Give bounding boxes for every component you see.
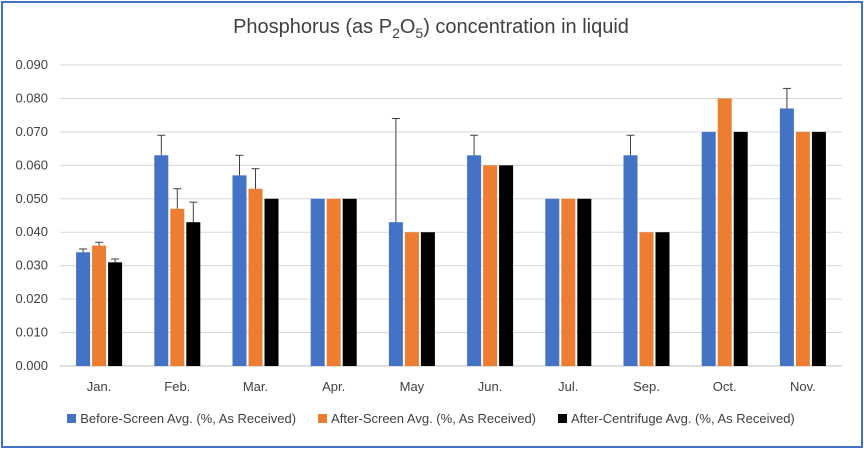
bar [623,155,638,366]
y-tick-label: 0.090 [15,57,48,72]
bar [108,262,123,366]
bar [388,222,403,366]
bar [186,222,201,366]
bar [404,232,419,366]
legend-swatch-after-screen [318,414,328,423]
bar [326,198,341,366]
y-tick-label: 0.000 [15,358,48,373]
chart-title: Phosphorus (as P2O5) concentration in li… [233,16,629,41]
x-tick-label: Nov. [790,379,816,394]
legend-swatch-before-screen [67,414,77,423]
bar [170,208,185,366]
x-tick-label: Feb. [164,379,190,394]
bar [733,131,748,366]
bar [76,252,91,366]
legend-label-before-screen: Before-Screen Avg. (%, As Received) [80,411,297,426]
bar [420,232,435,366]
x-tick-label: Mar. [243,379,268,394]
bar [639,232,654,366]
x-tick-label: May [400,379,425,394]
y-tick-label: 0.080 [15,90,48,105]
chart-legend: Before-Screen Avg. (%, As Received) Afte… [0,411,862,426]
x-tick-label: Jan. [87,379,112,394]
legend-label-after-screen: After-Screen Avg. (%, As Received) [331,411,537,426]
bar [499,165,514,366]
x-tick-label: Jul. [558,379,578,394]
bar [483,165,498,366]
bar [717,98,732,366]
legend-swatch-after-centrifuge [558,414,568,423]
title-subscript-2: 2 [392,25,400,41]
y-tick-label: 0.070 [15,124,48,139]
bar [701,131,716,366]
title-subscript-5: 5 [415,25,424,41]
bar [561,198,576,366]
y-tick-label: 0.010 [15,325,48,340]
y-tick-label: 0.060 [15,157,48,172]
x-tick-label: Sep. [633,379,660,394]
bar [92,245,107,366]
y-tick-label: 0.050 [15,191,48,206]
legend-item-after-centrifuge: After-Centrifuge Avg. (%, As Received) [558,411,795,426]
legend-item-before-screen: Before-Screen Avg. (%, As Received) [67,411,296,426]
bar [342,198,357,366]
bar [264,198,279,366]
x-tick-label: Oct. [713,379,737,394]
bar [310,198,325,366]
y-tick-label: 0.030 [15,258,48,273]
bar [795,131,810,366]
x-tick-label: Jun. [478,379,503,394]
bar [577,198,592,366]
bar [545,198,560,366]
bar [467,155,482,366]
y-tick-label: 0.020 [15,291,48,306]
bar [154,155,169,366]
x-tick-label: Apr. [322,379,345,394]
bar [811,131,826,366]
bar [779,108,794,366]
bar [248,188,263,366]
legend-label-after-centrifuge: After-Centrifuge Avg. (%, As Received) [571,411,795,426]
y-tick-label: 0.040 [15,224,48,239]
bar [655,232,670,366]
legend-item-after-screen: After-Screen Avg. (%, As Received) [318,411,536,426]
bar [232,175,247,366]
